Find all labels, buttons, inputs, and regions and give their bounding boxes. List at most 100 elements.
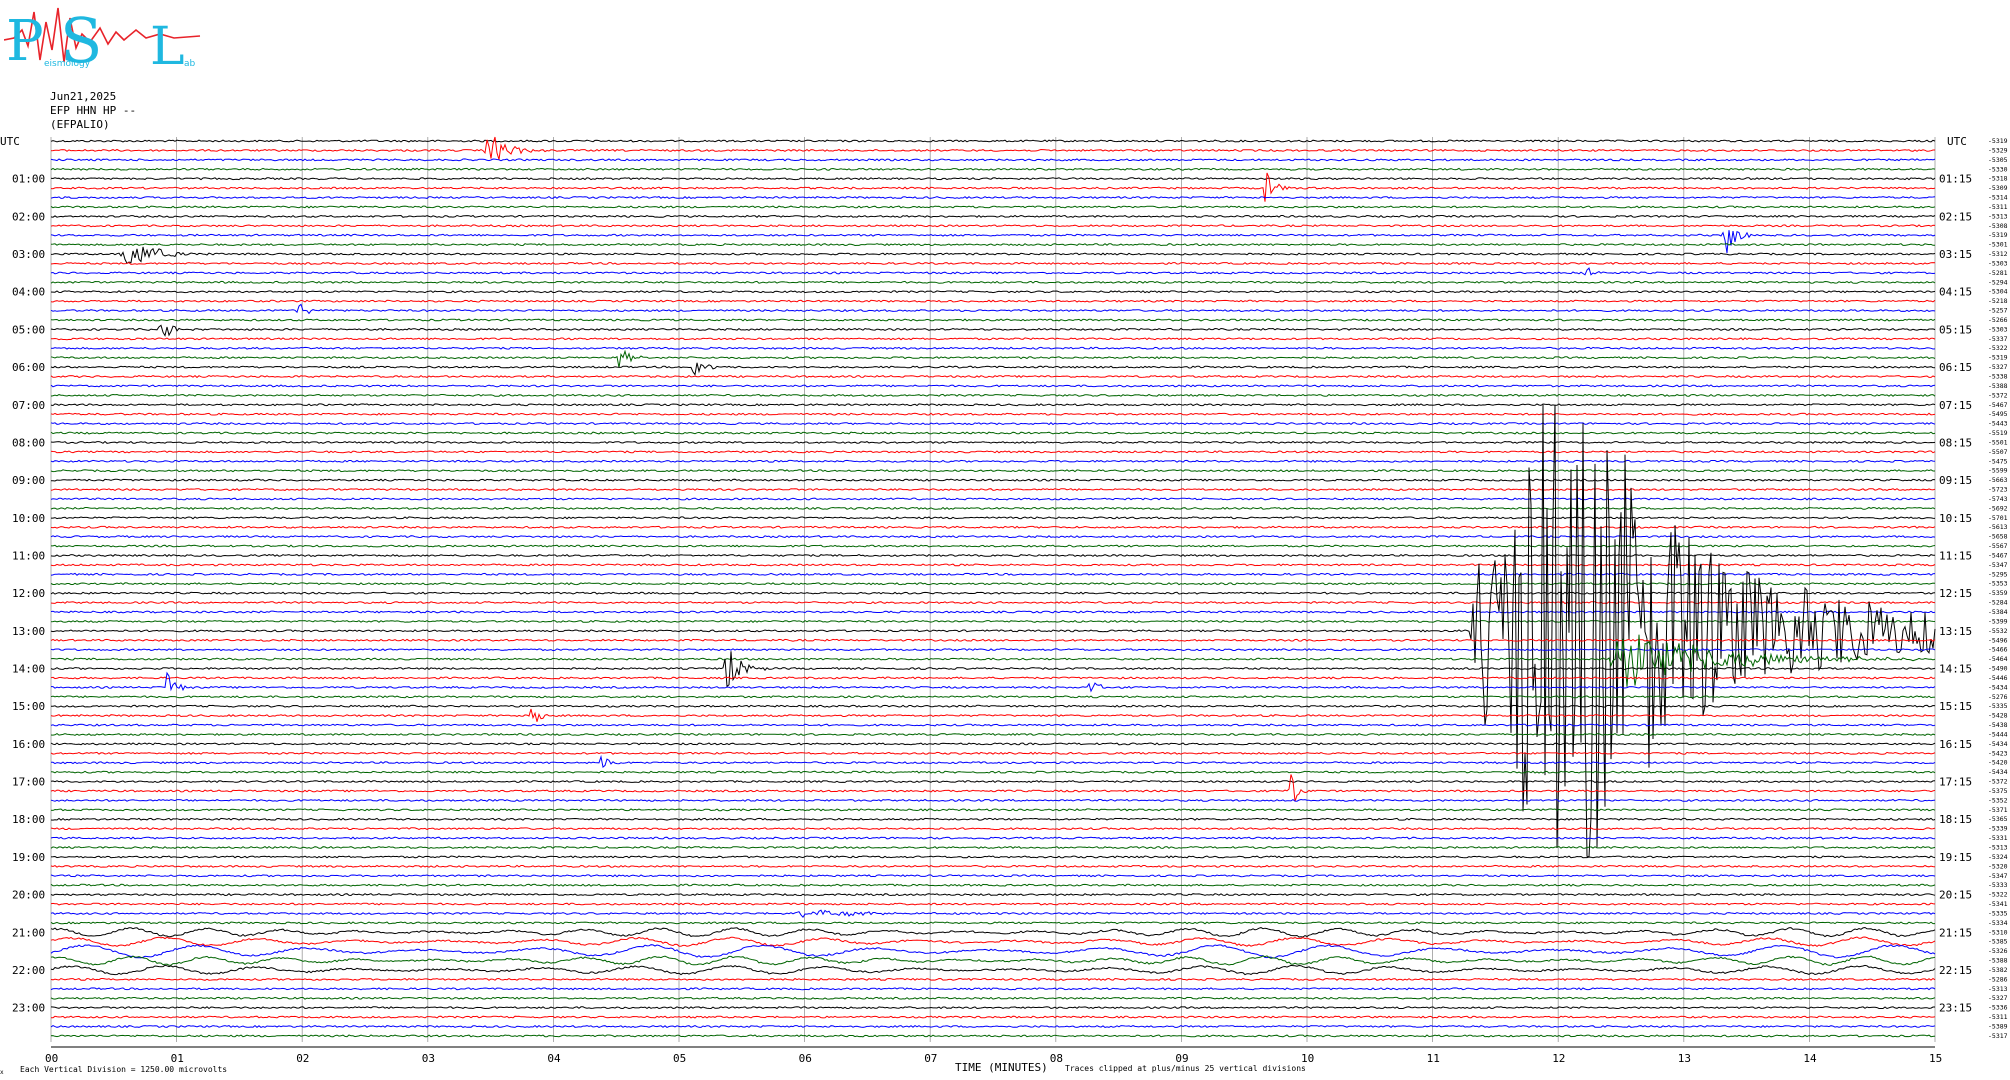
trace-offset-label: -5532: [1988, 627, 2008, 635]
seismic-trace: [50, 525, 1936, 529]
seismic-trace: [50, 798, 1936, 802]
trace-offset-label: -5303: [1988, 325, 2008, 333]
trace-offset-label: -5311: [1988, 1013, 2008, 1021]
trace-offset-label: -5327: [1988, 994, 2008, 1002]
left-axis-title: UTC: [0, 135, 20, 148]
right-hour-label: 04:15: [1939, 286, 1972, 299]
seismic-trace: [50, 827, 1936, 831]
seismic-trace: [50, 303, 1936, 315]
seismic-trace: [50, 1034, 1936, 1038]
seismic-trace: [50, 563, 1936, 567]
trace-offset-label: -5284: [1988, 599, 2008, 607]
trace-offset-label: -5496: [1988, 636, 2008, 644]
trace-offset-label: -5388: [1988, 957, 2008, 965]
x-tick-label: 10: [1301, 1052, 1314, 1065]
trace-offset-label: -5322: [1988, 891, 2008, 899]
trace-offset-label: -5359: [1988, 589, 2008, 597]
x-tick-label: 01: [171, 1052, 184, 1065]
seismic-trace: [50, 440, 1936, 444]
seismic-trace: [50, 1024, 1936, 1029]
trace-offset-label: -5353: [1988, 580, 2008, 588]
left-hour-label: 01:00: [12, 173, 45, 186]
trace-offset-label: -5701: [1988, 514, 2008, 522]
psl-logo: P eismology S L ab: [4, 4, 201, 76]
left-hour-label: 11:00: [12, 549, 45, 562]
seismic-trace: [50, 337, 1936, 341]
trace-offset-label: -5464: [1988, 655, 2008, 663]
seismic-trace: [50, 874, 1936, 878]
seismic-trace: [50, 638, 1936, 642]
seismic-trace: [50, 921, 1935, 925]
trace-offset-label: -5372: [1988, 778, 2008, 786]
seismic-trace: [50, 412, 1936, 416]
trace-offset-label: -5434: [1988, 740, 2008, 748]
trace-offset-label: -5434: [1988, 683, 2008, 691]
seismic-trace: [50, 1006, 1935, 1010]
seismic-trace: [50, 780, 1936, 784]
trace-offset-label: -5475: [1988, 457, 2008, 465]
trace-offset-label: -5313: [1988, 212, 2008, 220]
trace-offset-label: -5218: [1988, 297, 2008, 305]
left-hour-label: 20:00: [12, 889, 45, 902]
right-hour-label: 06:15: [1939, 361, 1972, 374]
seismic-trace: [50, 431, 1936, 435]
logo-trace: [4, 7, 201, 63]
trace-offset-label: -5276: [1988, 693, 2008, 701]
trace-offset-label: -5318: [1988, 175, 2008, 183]
left-hour-label: 15:00: [12, 700, 45, 713]
left-hour-label: 13:00: [12, 625, 45, 638]
seismic-trace: [50, 704, 1936, 708]
seismic-trace: [50, 374, 1936, 379]
seismic-trace: [50, 572, 1936, 576]
left-hour-label: 22:00: [12, 964, 45, 977]
seismic-trace: [50, 808, 1936, 812]
seismic-trace: [50, 770, 1936, 774]
trace-offset-label: -5501: [1988, 438, 2008, 446]
trace-offset-label: -5428: [1988, 712, 2008, 720]
trace-offset-label: -5399: [1988, 617, 2008, 625]
seismic-trace: [50, 261, 1936, 265]
right-hour-label: 16:15: [1939, 738, 1972, 751]
left-hour-label: 23:00: [12, 1002, 45, 1015]
trace-offset-label: -5613: [1988, 523, 2008, 531]
left-hour-label: 06:00: [12, 361, 45, 374]
trace-offset-label: -5303: [1988, 259, 2008, 267]
trace-offset-label: -5322: [1988, 344, 2008, 352]
seismic-trace: [50, 648, 1936, 652]
seismic-trace: [50, 634, 1936, 687]
left-hour-label: 09:00: [12, 474, 45, 487]
x-tick-label: 06: [799, 1052, 812, 1065]
trace-offset-label: -5295: [1988, 570, 2008, 578]
seismic-trace: [50, 944, 1936, 959]
left-hour-label: 12:00: [12, 587, 45, 600]
axis-labels: 00 01 02 03 04 05 06 07 08 09 10 11 12 13 14 15 01:00 02:…: [12, 137, 2008, 1065]
seismic-trace: [50, 497, 1936, 501]
logo-letter-p: P: [6, 9, 44, 74]
seismic-trace: [50, 836, 1936, 840]
trace-offset-label: -5266: [1988, 316, 2008, 324]
left-hour-label: 02:00: [12, 210, 45, 223]
seismic-trace: [50, 280, 1936, 284]
x-tick-label: 15: [1929, 1052, 1942, 1065]
minute-gridlines: [50, 137, 1936, 1048]
trace-offset-label: -5434: [1988, 768, 2008, 776]
x-tick-label: 11: [1427, 1052, 1440, 1065]
seismic-trace: [50, 855, 1936, 859]
seismic-trace: [50, 774, 1936, 802]
left-hour-label: 16:00: [12, 738, 45, 751]
header-station: (EFPALIO): [50, 118, 110, 131]
logo-letter-l: L: [150, 17, 185, 76]
seismic-trace: [50, 139, 1936, 143]
trace-offset-label: -5339: [1988, 825, 2008, 833]
trace-offset-label: -5347: [1988, 872, 2008, 880]
header-date: Jun21,2025: [50, 90, 117, 103]
trace-offset-label: -5443: [1988, 420, 2008, 428]
seismic-trace: [50, 582, 1936, 586]
seismic-trace: [50, 177, 1936, 181]
seismic-trace: [50, 214, 1936, 218]
seismic-trace: [50, 384, 1936, 388]
seismic-traces: [50, 136, 1936, 1038]
x-tick-label: 09: [1175, 1052, 1188, 1065]
trace-offset-label: -5338: [1988, 373, 2008, 381]
x-tick-label: 03: [422, 1052, 435, 1065]
